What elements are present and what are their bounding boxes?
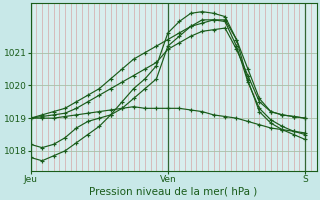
- X-axis label: Pression niveau de la mer( hPa ): Pression niveau de la mer( hPa ): [90, 187, 258, 197]
